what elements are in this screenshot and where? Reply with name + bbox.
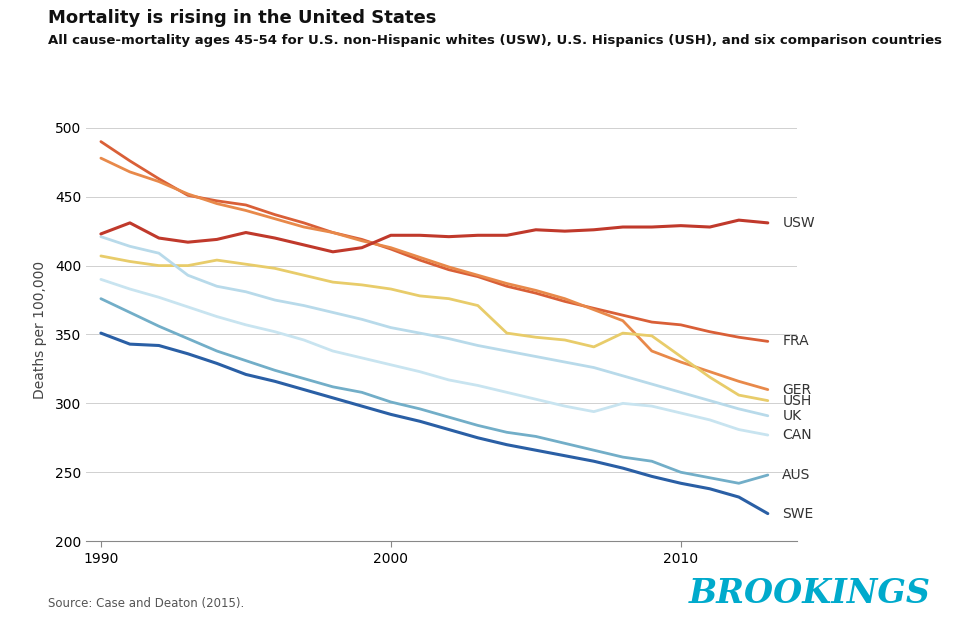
Text: USW: USW	[782, 216, 815, 230]
Y-axis label: Deaths per 100,000: Deaths per 100,000	[33, 261, 47, 399]
Text: All cause-mortality ages 45-54 for U.S. non-Hispanic whites (USW), U.S. Hispanic: All cause-mortality ages 45-54 for U.S. …	[48, 34, 942, 47]
Text: FRA: FRA	[782, 335, 809, 348]
Text: UK: UK	[782, 409, 802, 423]
Text: Source: Case and Deaton (2015).: Source: Case and Deaton (2015).	[48, 596, 244, 610]
Text: USH: USH	[782, 394, 811, 407]
Text: CAN: CAN	[782, 428, 812, 442]
Text: BROOKINGS: BROOKINGS	[689, 577, 931, 610]
Text: AUS: AUS	[782, 468, 810, 482]
Text: Mortality is rising in the United States: Mortality is rising in the United States	[48, 9, 437, 27]
Text: GER: GER	[782, 383, 811, 397]
Text: SWE: SWE	[782, 506, 813, 521]
